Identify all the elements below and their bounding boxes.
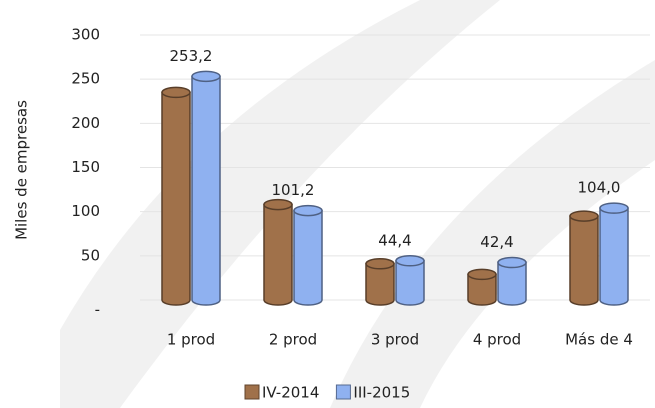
legend-swatch <box>335 384 351 400</box>
cylinder-body <box>263 203 293 306</box>
y-axis-label: Miles de empresas <box>13 100 31 240</box>
cylinder-body <box>599 207 629 306</box>
y-tick-label: 250 <box>71 70 100 88</box>
bar <box>569 210 599 306</box>
cylinder-top <box>497 256 527 269</box>
bar <box>263 198 293 306</box>
bar <box>599 202 629 306</box>
y-tick-label: - <box>95 301 100 319</box>
bar <box>467 268 497 306</box>
x-tick-label: 2 prod <box>269 331 317 349</box>
y-tick-label: 200 <box>71 114 100 132</box>
value-label: 44,4 <box>378 231 411 249</box>
cylinder-top <box>191 70 221 83</box>
bar <box>191 70 221 306</box>
cylinder-top <box>263 198 293 211</box>
cylinder-top <box>569 210 599 222</box>
cylinder-top <box>365 258 395 270</box>
cylinder-top <box>395 255 425 267</box>
y-tick-label: 100 <box>71 202 100 220</box>
x-tick-label: 1 prod <box>167 331 215 349</box>
cylinder-body <box>497 261 527 306</box>
bar <box>365 258 395 306</box>
cylinder-top <box>599 202 629 214</box>
y-tick-label: 50 <box>81 246 100 264</box>
cylinder-top <box>161 86 191 99</box>
bar <box>161 86 191 306</box>
cylinder-body <box>191 75 221 306</box>
cylinder-body <box>569 215 599 306</box>
cylinder-body <box>293 209 323 306</box>
value-label: 253,2 <box>170 47 213 65</box>
y-tick-label: 150 <box>71 158 100 176</box>
legend-label: III-2015 <box>353 384 410 402</box>
bar <box>395 255 425 306</box>
y-tick-label: 300 <box>71 26 100 44</box>
value-label: 104,0 <box>578 179 621 197</box>
cylinder-body <box>395 260 425 306</box>
cylinder-body <box>467 273 497 306</box>
x-tick-label: 4 prod <box>473 331 521 349</box>
cylinder-body <box>365 263 395 306</box>
value-label: 42,4 <box>480 233 513 251</box>
cylinder-body <box>161 91 191 306</box>
legend-swatch <box>244 384 260 400</box>
x-tick-label: Más de 4 <box>565 331 633 349</box>
bar <box>497 256 527 306</box>
x-tick-label: 3 prod <box>371 331 419 349</box>
cylinder-top <box>467 268 497 281</box>
value-label: 101,2 <box>272 181 315 199</box>
cylinder-top <box>293 204 323 217</box>
bar <box>293 204 323 306</box>
legend-label: IV-2014 <box>262 384 319 402</box>
